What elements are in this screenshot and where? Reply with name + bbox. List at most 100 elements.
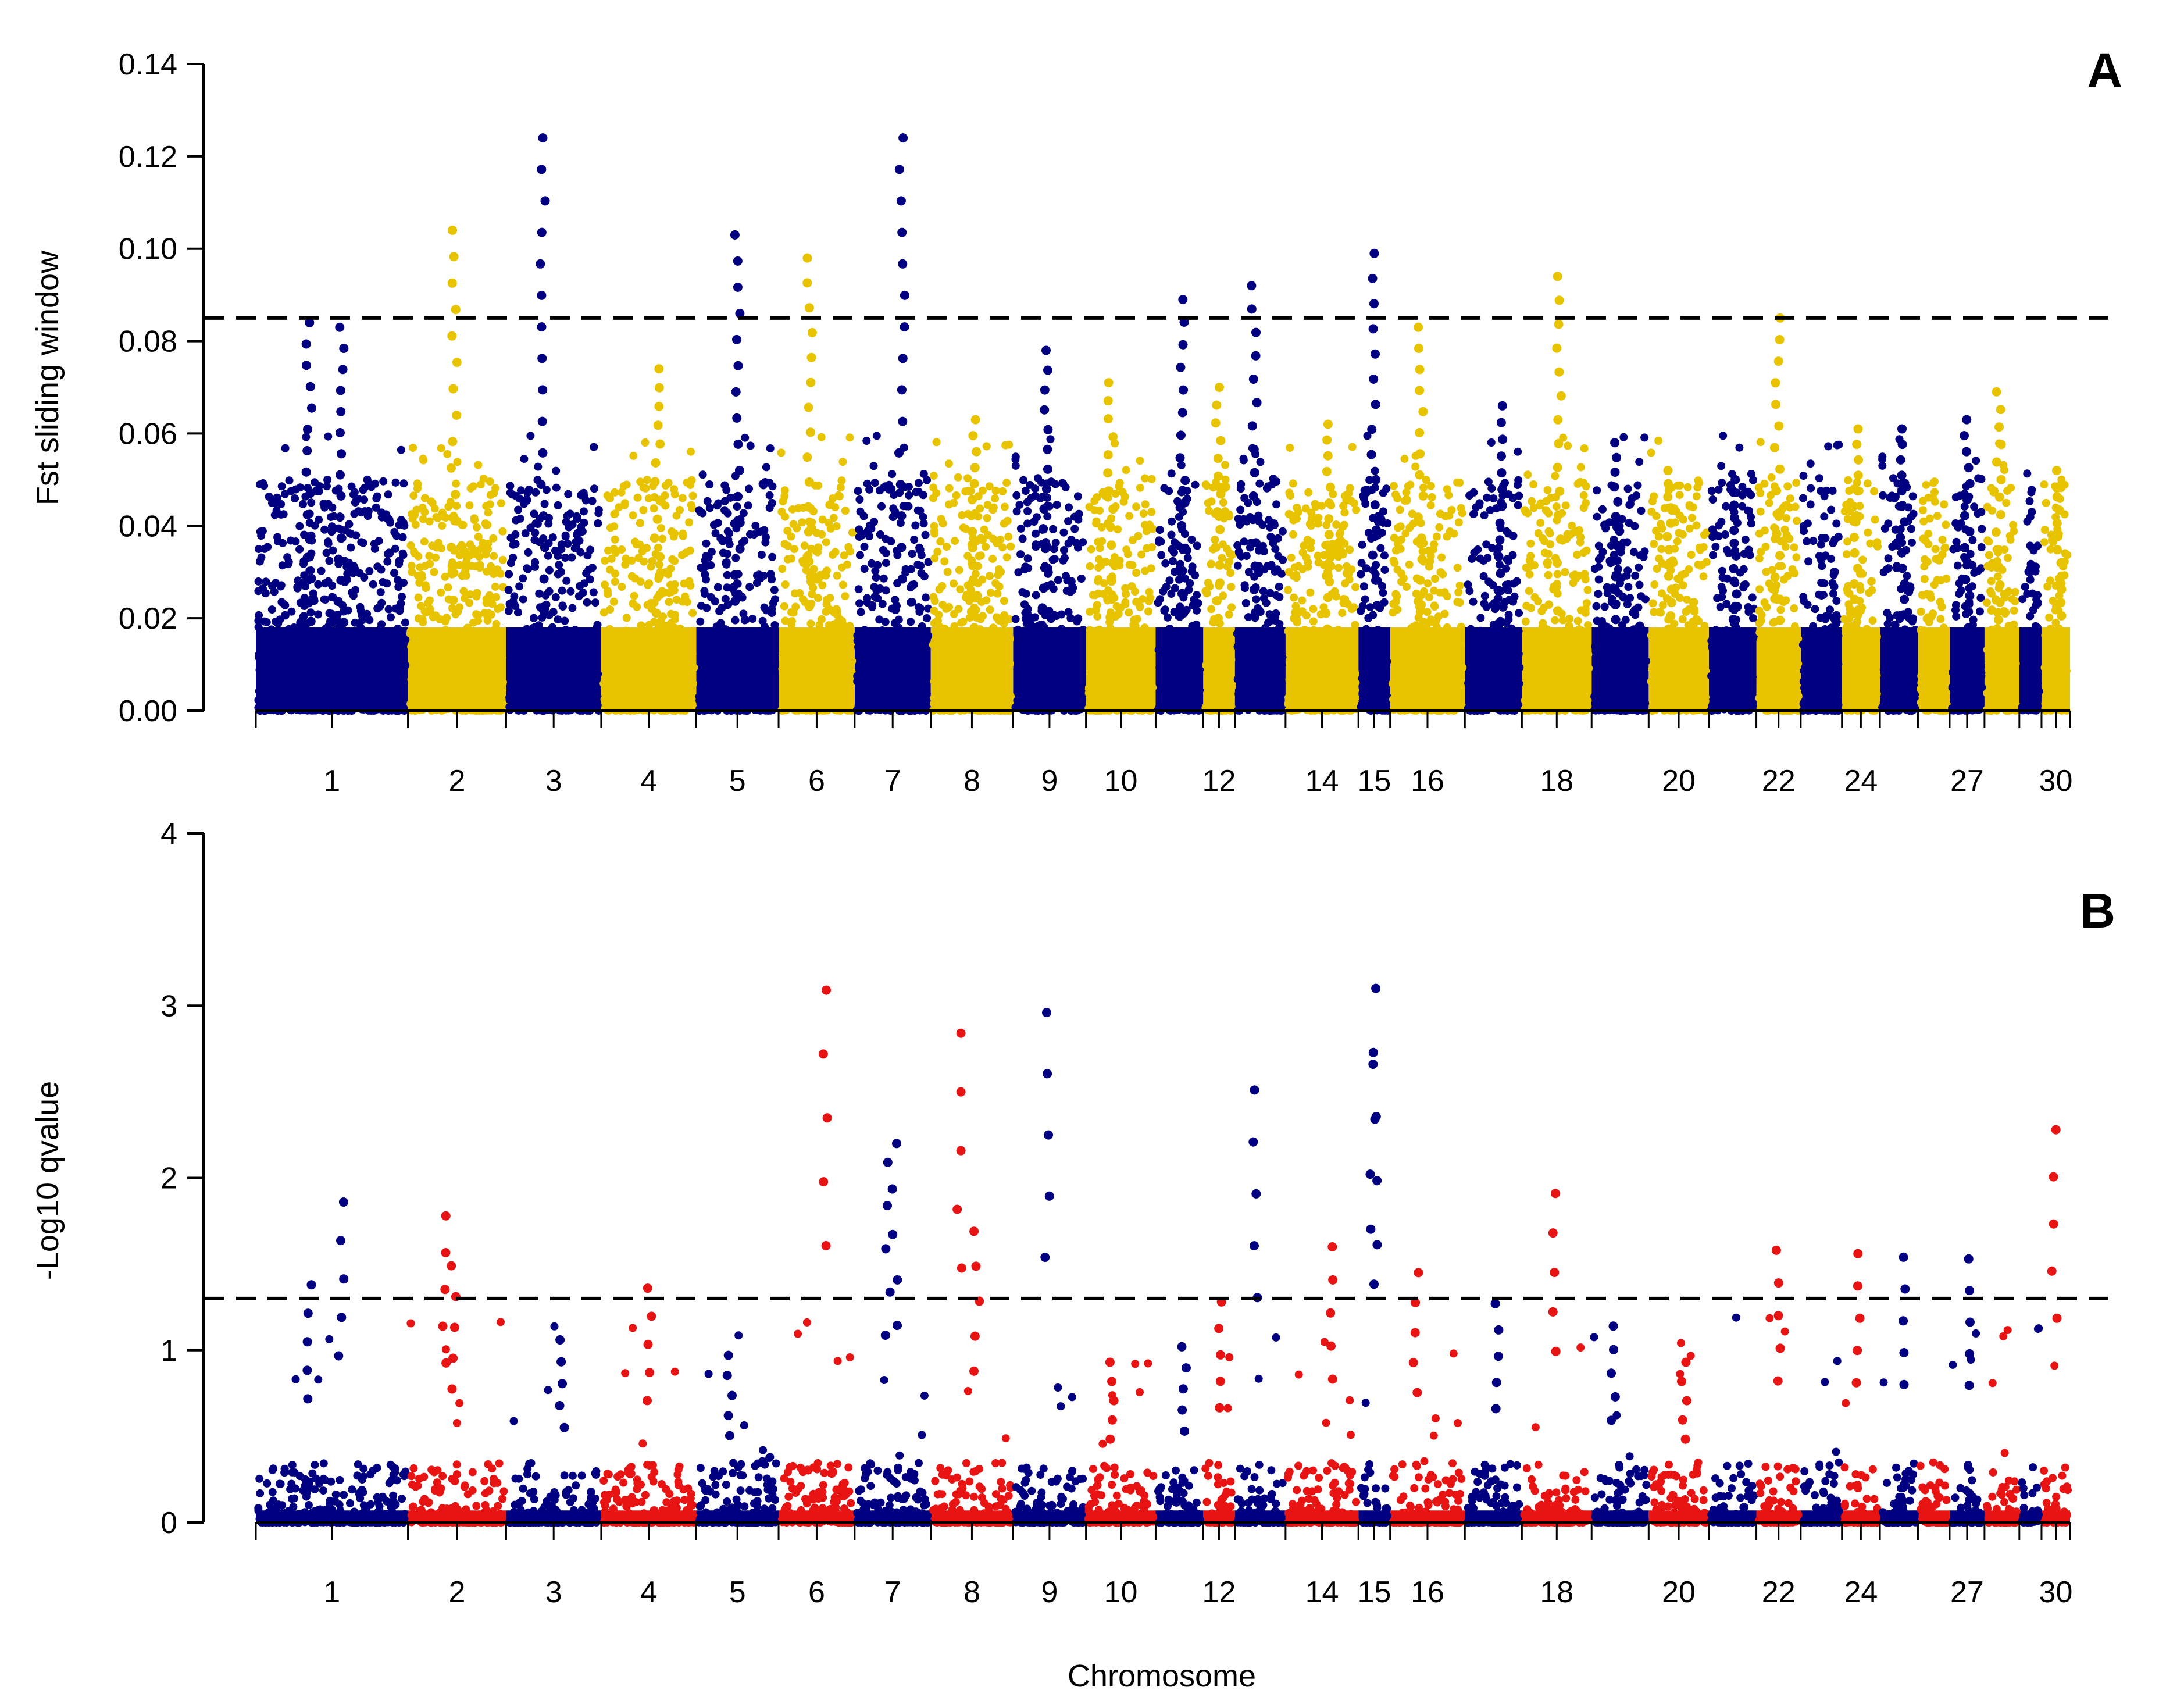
data-point [702, 539, 711, 548]
data-point [626, 656, 635, 665]
data-point [1147, 564, 1155, 573]
data-point [383, 703, 391, 711]
data-point [668, 673, 677, 682]
data-point [1188, 562, 1197, 571]
data-point [963, 474, 972, 483]
data-point [947, 676, 955, 685]
data-point [1202, 689, 1211, 698]
data-point [813, 666, 822, 675]
data-point [731, 654, 740, 662]
data-point [833, 571, 841, 580]
data-point [1275, 582, 1283, 591]
data-point [441, 617, 449, 626]
data-point [1342, 562, 1351, 570]
data-point [349, 591, 358, 600]
data-point [489, 673, 498, 682]
data-point [1122, 545, 1131, 554]
data-point [1309, 617, 1318, 626]
data-point [1320, 690, 1329, 698]
data-point [312, 669, 320, 678]
data-point [274, 659, 283, 668]
data-point [995, 616, 1004, 625]
data-point [514, 505, 523, 514]
data-point [1243, 669, 1252, 677]
data-point [459, 587, 468, 596]
data-point [542, 672, 551, 681]
data-point [1122, 590, 1130, 598]
data-point [436, 650, 445, 658]
data-point [394, 666, 402, 675]
data-point [1184, 656, 1193, 665]
data-point [588, 497, 597, 505]
data-point [976, 504, 984, 513]
data-point [641, 651, 650, 659]
data-point [912, 488, 920, 497]
data-point [955, 680, 963, 689]
data-point [942, 604, 951, 613]
data-point [283, 553, 292, 562]
data-point [376, 588, 385, 597]
data-point [295, 522, 304, 530]
data-point [1032, 540, 1040, 549]
data-point [548, 533, 557, 542]
data-point [323, 667, 332, 676]
data-point [929, 494, 937, 502]
data-point [1372, 693, 1380, 701]
data-point [1014, 625, 1022, 634]
data-point [258, 527, 267, 536]
data-point [1309, 659, 1318, 668]
data-point [854, 585, 863, 594]
data-point [458, 572, 466, 580]
data-point [338, 690, 347, 699]
data-point [422, 659, 430, 668]
data-point [311, 478, 319, 487]
data-point [528, 646, 536, 654]
data-point [484, 703, 493, 712]
data-point [741, 433, 750, 442]
data-point [1351, 686, 1359, 694]
data-point [1058, 479, 1066, 487]
data-point [963, 552, 972, 561]
data-point [554, 570, 562, 579]
data-point [658, 694, 666, 703]
data-point [585, 697, 594, 705]
data-point [629, 451, 638, 460]
data-point [441, 626, 450, 634]
data-point [911, 521, 920, 530]
data-point [922, 593, 930, 602]
data-point [800, 659, 808, 668]
data-point [843, 560, 851, 569]
data-point [1294, 705, 1303, 714]
data-point [325, 557, 334, 565]
data-point [789, 659, 798, 668]
data-point [1167, 469, 1176, 478]
data-point [1179, 678, 1188, 686]
data-point [1131, 633, 1140, 641]
data-point [455, 603, 464, 612]
data-point [586, 575, 594, 584]
data-point [329, 647, 338, 655]
data-point [363, 475, 372, 484]
data-point [1073, 617, 1081, 626]
data-point [863, 479, 872, 488]
data-point [779, 642, 787, 651]
data-point [739, 609, 748, 618]
data-point [791, 650, 800, 658]
data-point [633, 602, 641, 611]
data-point [907, 642, 915, 651]
data-point [762, 463, 770, 472]
data-point [455, 651, 463, 659]
data-point [1306, 636, 1315, 644]
data-point [950, 579, 958, 588]
data-point [317, 690, 326, 698]
data-point [1181, 692, 1190, 701]
data-point [487, 562, 495, 570]
data-point [1087, 545, 1095, 554]
data-point [1049, 525, 1058, 533]
data-point [657, 650, 666, 659]
data-point [717, 624, 726, 633]
data-point [333, 611, 342, 619]
data-point [1284, 568, 1293, 576]
data-point [1411, 462, 1420, 471]
data-point [665, 694, 673, 703]
